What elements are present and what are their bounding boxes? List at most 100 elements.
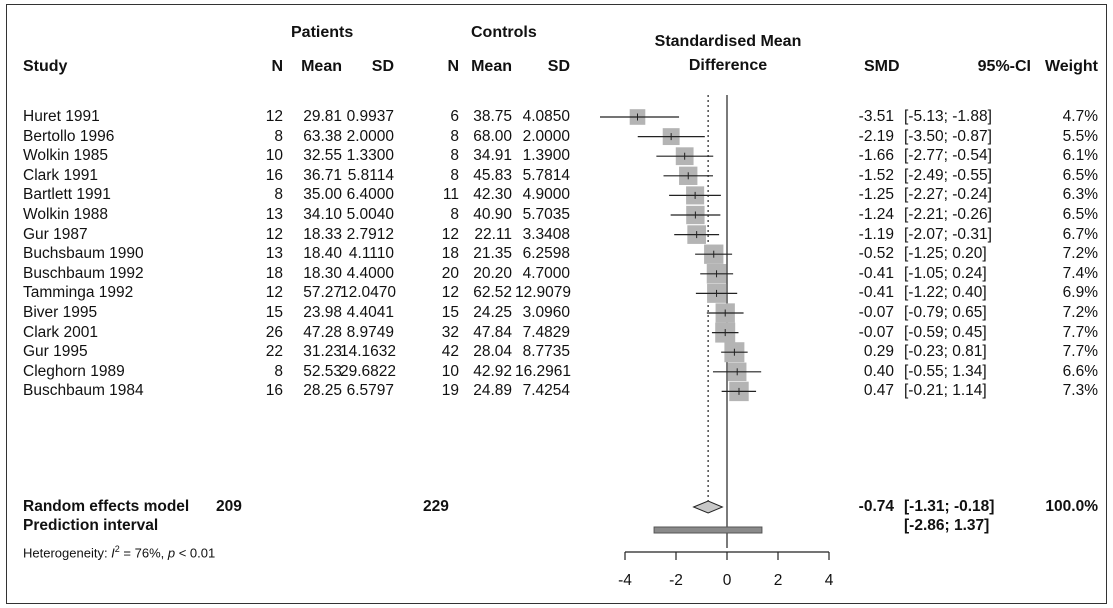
- study-name: Buschbaum 1992: [23, 264, 144, 282]
- patients-mean: 47.28: [303, 323, 342, 341]
- controls-sd-header: SD: [547, 58, 570, 75]
- smd-title-line1: Standardised Mean: [654, 33, 802, 50]
- controls-n: 6: [450, 108, 459, 125]
- weight-value: 7.7%: [1062, 343, 1098, 361]
- patients-mean: 36.71: [303, 166, 342, 184]
- study-name: Buchsbaum 1990: [23, 245, 144, 263]
- patients-n: 8: [274, 362, 283, 380]
- patients-mean: 28.25: [303, 382, 342, 400]
- smd-value: -1.19: [858, 225, 894, 243]
- controls-sd: 8.7735: [522, 343, 570, 361]
- weight-value: 6.5%: [1062, 166, 1098, 184]
- x-axis-tick-label: 4: [825, 572, 834, 589]
- study-name: Cleghorn 1989: [23, 362, 125, 380]
- study-name: Buschbaum 1984: [23, 382, 144, 400]
- controls-sd: 3.3408: [522, 225, 570, 243]
- study-name: Gur 1995: [23, 343, 88, 361]
- patients-n: 15: [265, 304, 283, 321]
- ci-value: [-1.05; 0.24]: [904, 264, 987, 282]
- patients-mean: 29.81: [303, 108, 342, 125]
- figure-frame: [6, 4, 1107, 604]
- controls-mean: 62.52: [473, 284, 512, 302]
- weight-value: 6.7%: [1062, 225, 1098, 243]
- patients-header: Patients: [291, 24, 354, 41]
- patients-sd: 14.1632: [340, 343, 397, 361]
- controls-n: 42: [441, 343, 459, 361]
- prediction-interval-ci: [-2.86; 1.37]: [904, 517, 990, 534]
- ci-header: 95%-CI: [977, 58, 1031, 75]
- patients-mean-header: Mean: [301, 58, 342, 75]
- ci-value: [-2.77; -0.54]: [904, 147, 992, 165]
- smd-value: -1.24: [858, 206, 894, 223]
- controls-n: 8: [450, 127, 459, 145]
- patients-mean: 18.30: [303, 264, 342, 282]
- controls-mean-header: Mean: [471, 58, 512, 75]
- weight-value: 7.2%: [1062, 304, 1098, 321]
- patients-n: 18: [265, 264, 283, 282]
- ci-value: [-1.25; 0.20]: [904, 245, 987, 263]
- smd-title-line2: Difference: [688, 57, 768, 74]
- patients-n: 16: [265, 166, 283, 184]
- smd-value: -0.41: [858, 264, 894, 282]
- controls-n: 11: [442, 186, 459, 204]
- controls-sd: 4.9000: [522, 186, 570, 204]
- random-effects-label: Random effects model: [23, 498, 190, 515]
- weight-value: 4.7%: [1062, 108, 1098, 125]
- controls-n: 20: [441, 264, 459, 282]
- controls-mean: 24.25: [473, 304, 512, 321]
- controls-sd: 6.2598: [522, 245, 570, 263]
- controls-n-header: N: [447, 58, 459, 75]
- smd-value: -0.52: [858, 245, 894, 263]
- study-name: Clark 2001: [23, 323, 98, 341]
- weight-value: 7.3%: [1062, 382, 1098, 400]
- random-effects-smd: -0.74: [858, 498, 894, 515]
- study-name: Tamminga 1992: [23, 284, 134, 302]
- ci-value: [-0.59; 0.45]: [904, 323, 987, 341]
- patients-mean: 63.38: [303, 127, 342, 145]
- patients-n: 12: [265, 284, 283, 302]
- controls-n: 18: [441, 245, 459, 263]
- controls-sd: 2.0000: [522, 127, 570, 145]
- controls-n: 19: [441, 382, 459, 400]
- study-name: Bartlett 1991: [23, 186, 111, 204]
- patients-n: 12: [265, 108, 283, 125]
- patients-n: 16: [265, 382, 283, 400]
- weight-header: Weight: [1044, 58, 1098, 75]
- p-symbol: p: [167, 545, 176, 561]
- ci-value: [-2.49; -0.55]: [904, 166, 992, 184]
- controls-sd: 1.3900: [522, 147, 570, 165]
- controls-mean: 38.75: [473, 108, 512, 125]
- patients-n-header: N: [271, 58, 283, 75]
- patients-mean: 57.27: [303, 284, 342, 302]
- controls-mean: 28.04: [473, 343, 512, 361]
- patients-sd: 4.4041: [346, 304, 394, 321]
- patients-n: 26: [265, 323, 283, 341]
- controls-mean: 47.84: [473, 323, 512, 341]
- patients-sd: 1.3300: [346, 147, 394, 165]
- smd-header: SMD: [864, 58, 900, 75]
- patients-sd: 6.4000: [346, 186, 394, 204]
- random-effects-patients-n: 209: [216, 498, 242, 515]
- controls-n: 8: [450, 206, 459, 223]
- i-squared-superscript: 2: [114, 544, 120, 554]
- smd-value: 0.29: [863, 343, 894, 361]
- patients-mean: 32.55: [303, 147, 342, 165]
- patients-n: 8: [274, 127, 283, 145]
- patients-sd: 2.0000: [346, 127, 394, 145]
- controls-sd: 12.9079: [515, 284, 572, 302]
- p-value: < 0.01: [175, 545, 216, 561]
- ci-value: [-2.27; -0.24]: [904, 186, 992, 204]
- smd-value: -1.52: [858, 166, 894, 184]
- random-effects-ci: [-1.31; -0.18]: [904, 498, 995, 515]
- patients-sd: 4.4000: [346, 264, 394, 282]
- patients-sd-header: SD: [371, 58, 394, 75]
- controls-n: 12: [441, 225, 459, 243]
- patients-mean: 52.53: [303, 362, 342, 380]
- smd-value: -1.25: [858, 186, 894, 204]
- heterogeneity-prefix: Heterogeneity:: [23, 545, 112, 561]
- summary-diamond: [692, 500, 724, 514]
- controls-mean: 45.83: [473, 166, 512, 184]
- ci-value: [-1.22; 0.40]: [904, 284, 987, 302]
- weight-value: 6.3%: [1062, 186, 1098, 204]
- controls-n: 15: [441, 304, 459, 321]
